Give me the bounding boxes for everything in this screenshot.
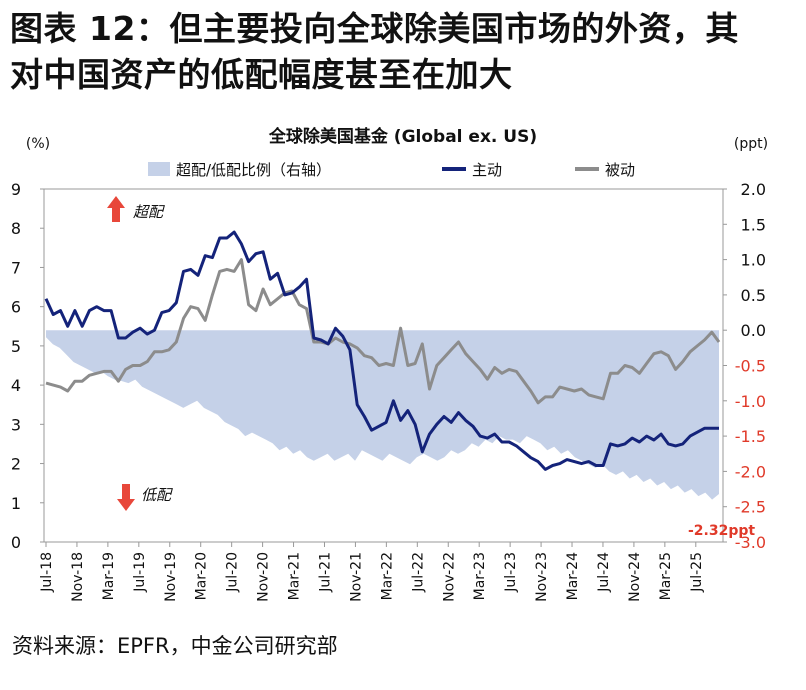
chart-subtitle: 全球除美国基金 (Global ex. US): [268, 126, 537, 147]
title-line-1: 图表 12：但主要投向全球除美国市场的外资，其: [10, 9, 739, 48]
x-tick-label: Mar-19: [101, 552, 117, 600]
right-tick-label: -1.5: [735, 427, 766, 446]
source-note: 资料来源：EPFR，中金公司研究部: [12, 634, 338, 658]
up-arrow-icon: [107, 196, 125, 222]
left-tick-label: 0: [11, 533, 21, 552]
x-tick-label: Jul-21: [317, 552, 333, 593]
right-tick-label: -2.0: [735, 462, 766, 481]
series-area-overweight: [46, 330, 719, 500]
left-tick-label: 7: [11, 258, 21, 277]
underweight-arrow: 低配: [117, 484, 173, 511]
x-tick-label: Jul-23: [503, 552, 519, 593]
overweight-label: 超配: [133, 203, 165, 221]
series-line-passive: [45, 258, 721, 405]
x-tick-label: Jul-25: [689, 552, 705, 593]
chart-title-block: 图表 12：但主要投向全球除美国市场的外资，其 对中国资产的低配幅度甚至在加大: [10, 6, 800, 98]
right-tick-label: -0.5: [735, 357, 766, 376]
x-tick-label: Jul-24: [596, 552, 612, 593]
x-tick-label: Nov-24: [627, 552, 643, 602]
x-tick-label: Nov-21: [348, 552, 364, 602]
right-tick-label: -3.0: [735, 533, 766, 552]
x-tick-label: Nov-23: [534, 552, 550, 602]
last-value-label: -2.32ppt: [688, 523, 755, 539]
left-tick-label: 9: [11, 180, 21, 199]
right-tick-label: 1.5: [741, 215, 766, 234]
left-axis: 0 1 2 3 4 5 6 7 8 9: [11, 180, 44, 552]
title-line-2: 对中国资产的低配幅度甚至在加大: [10, 55, 513, 94]
left-tick-label: 2: [11, 455, 21, 474]
left-tick-label: 5: [11, 337, 21, 356]
legend: 超配/低配比例（右轴） 主动 被动: [148, 161, 635, 179]
legend-area-label: 超配/低配比例（右轴）: [176, 161, 331, 179]
overweight-arrow: 超配: [107, 196, 165, 222]
left-tick-label: 3: [11, 415, 21, 434]
area-layer: [46, 330, 719, 500]
x-axis: Jul-18 Nov-18 Mar-19 Jul-19 Nov-19 Mar-20 Jul-…: [39, 542, 705, 602]
left-unit-label: (%): [26, 136, 50, 152]
underweight-label: 低配: [141, 486, 173, 504]
x-tick-label: Mar-25: [658, 552, 674, 600]
x-tick-label: Nov-22: [441, 552, 457, 602]
x-tick-label: Jul-18: [39, 552, 55, 593]
right-axis: -3.0 -2.5 -2.0 -1.5 -1.0 -0.5 0.0 0.5 1.0 1.5 2.0: [723, 180, 766, 552]
series-line-active: [44, 230, 719, 471]
x-tick-label: Nov-19: [163, 552, 179, 602]
right-tick-label: 0.0: [741, 321, 766, 340]
right-unit-label: (ppt): [734, 136, 768, 152]
left-tick-label: 8: [11, 219, 21, 238]
left-tick-label: 6: [11, 298, 21, 317]
x-tick-label: Mar-21: [287, 552, 303, 600]
x-tick-label: Nov-18: [70, 552, 86, 602]
right-tick-label: -1.0: [735, 392, 766, 411]
x-tick-label: Jul-22: [410, 552, 426, 593]
x-tick-label: Jul-20: [225, 552, 241, 593]
x-tick-label: Mar-23: [472, 552, 488, 600]
down-arrow-icon: [117, 484, 135, 511]
legend-area-swatch: [148, 162, 170, 176]
right-tick-label: 0.5: [741, 286, 766, 305]
left-tick-label: 4: [11, 376, 21, 395]
x-tick-label: Jul-19: [132, 552, 148, 593]
x-tick-label: Nov-20: [256, 552, 272, 602]
left-tick-label: 1: [11, 494, 21, 513]
x-tick-label: Mar-22: [379, 552, 395, 600]
right-tick-label: -2.5: [735, 498, 766, 517]
right-tick-label: 2.0: [741, 180, 766, 199]
legend-passive-label: 被动: [605, 161, 635, 179]
right-tick-label: 1.0: [741, 251, 766, 270]
x-tick-label: Mar-20: [194, 552, 210, 600]
lines-layer: [44, 230, 721, 471]
legend-active-label: 主动: [472, 161, 502, 179]
x-tick-label: Mar-24: [565, 552, 581, 600]
